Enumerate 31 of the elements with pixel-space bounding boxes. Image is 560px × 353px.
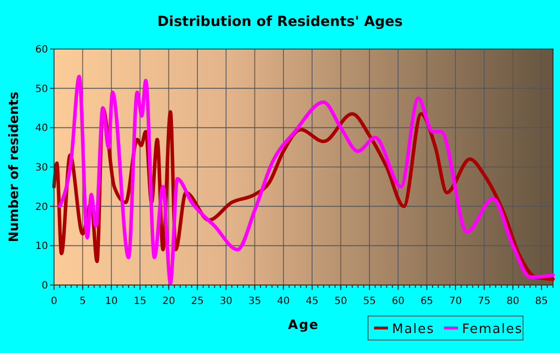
legend-label: Males [392, 322, 435, 337]
x-tick-label: 80 [506, 296, 520, 307]
y-tick-label: 30 [35, 162, 48, 174]
x-tick-label: 60 [392, 296, 405, 307]
y-tick-label: 40 [35, 123, 48, 134]
y-tick-label: 60 [35, 44, 48, 56]
y-tick-label: 50 [35, 84, 48, 95]
y-axis-title: Number of residents [7, 91, 22, 242]
x-tick-label: 20 [162, 296, 176, 307]
x-tick-label: 50 [334, 296, 348, 307]
x-tick-label: 35 [248, 296, 262, 307]
x-tick-label: 0 [50, 296, 58, 307]
line-series [58, 74, 555, 285]
x-tick-label: 10 [104, 296, 118, 307]
x-tick-label: 15 [134, 296, 146, 307]
x-tick-label: 75 [478, 296, 491, 307]
x-tick-label: 45 [306, 296, 318, 307]
x-tick-label: 30 [220, 296, 232, 307]
legend-label: Females [462, 322, 523, 337]
x-tick-label: 70 [449, 296, 462, 307]
x-tick-label: 85 [535, 296, 548, 307]
x-tick-label: 25 [191, 296, 204, 307]
y-tick-label: 0 [42, 280, 48, 292]
y-tick-label: 10 [35, 241, 48, 252]
x-tick-label: 55 [363, 296, 376, 307]
y-tick-label: 20 [35, 202, 48, 213]
x-tick-label: 5 [79, 296, 86, 307]
x-tick-label: 65 [420, 296, 434, 307]
x-tick-label: 40 [277, 296, 290, 307]
x-axis-title: Age [288, 318, 320, 333]
chart-title: Distribution of Residents' Ages [157, 14, 403, 30]
